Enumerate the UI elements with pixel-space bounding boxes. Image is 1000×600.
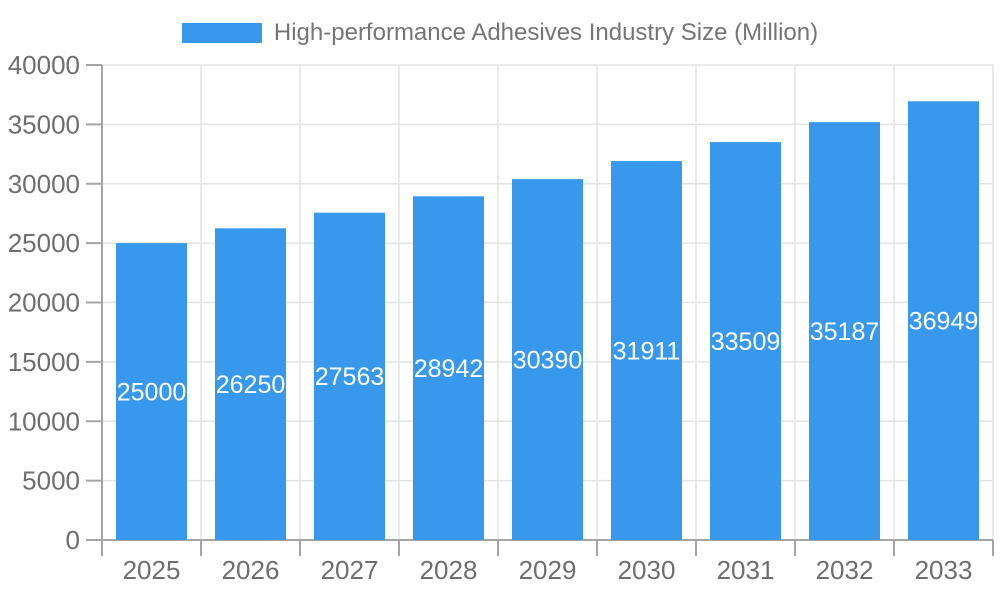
y-tick-label: 10000 <box>8 406 80 436</box>
legend-label: High-performance Adhesives Industry Size… <box>273 19 819 46</box>
bar[interactable] <box>413 196 484 540</box>
bar-value-label: 25000 <box>117 378 187 406</box>
bar[interactable] <box>512 179 583 540</box>
bar[interactable] <box>215 228 286 540</box>
bar-value-label: 27563 <box>315 363 385 391</box>
y-tick-label: 15000 <box>8 347 80 377</box>
y-tick-label: 0 <box>66 525 80 555</box>
bar-value-label: 33509 <box>711 328 781 356</box>
x-tick-label: 2025 <box>123 555 181 585</box>
y-tick-label: 25000 <box>8 228 80 258</box>
legend-swatch-icon <box>181 23 262 43</box>
bar[interactable] <box>116 243 187 540</box>
bar[interactable] <box>314 212 385 540</box>
x-tick-label: 2028 <box>420 555 478 585</box>
bar-value-label: 35187 <box>810 318 880 346</box>
bar[interactable] <box>710 142 781 540</box>
y-tick-label: 40000 <box>8 50 80 80</box>
x-tick-label: 2032 <box>816 555 874 585</box>
x-tick-label: 2033 <box>915 555 973 585</box>
legend[interactable]: High-performance Adhesives Industry Size… <box>0 18 1000 48</box>
y-tick-label: 30000 <box>8 169 80 199</box>
y-tick-label: 35000 <box>8 109 80 139</box>
x-tick-label: 2026 <box>222 555 280 585</box>
bar-value-label: 31911 <box>613 337 681 365</box>
bar-value-label: 30390 <box>513 346 583 374</box>
y-tick-label: 20000 <box>8 288 80 318</box>
bar-value-label: 28942 <box>414 355 484 383</box>
bar-value-label: 36949 <box>909 307 979 335</box>
x-tick-label: 2029 <box>519 555 577 585</box>
y-tick-label: 5000 <box>22 466 80 496</box>
x-tick-label: 2027 <box>321 555 379 585</box>
bar-value-label: 26250 <box>216 371 286 399</box>
bar[interactable] <box>809 122 880 541</box>
x-tick-label: 2030 <box>618 555 676 585</box>
x-tick-label: 2031 <box>717 555 775 585</box>
bar[interactable] <box>908 101 979 540</box>
bar[interactable] <box>611 161 682 540</box>
